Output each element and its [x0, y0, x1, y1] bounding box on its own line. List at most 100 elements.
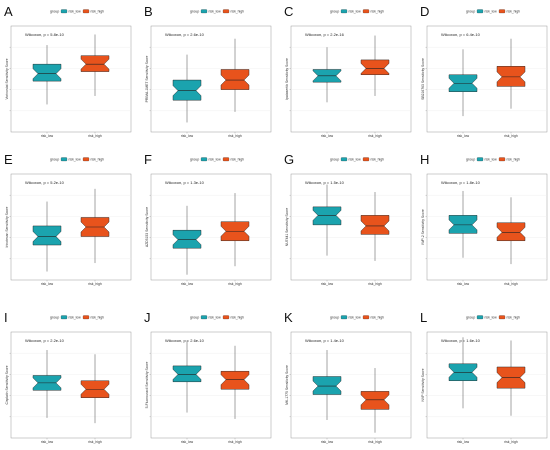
legend-title: group: [330, 10, 339, 14]
legend-key-risk_high: [362, 315, 370, 320]
x-tick-label: risk_low: [41, 282, 54, 286]
legend-title: group: [50, 316, 59, 320]
legend-label: risk_high: [91, 10, 105, 14]
legend-label: risk_high: [371, 10, 385, 14]
boxplot-svg: group risk_low risk_high AZD5153 Sensitivit…: [145, 157, 272, 286]
box-risk_high: [80, 55, 110, 72]
x-tick-label: risk_high: [504, 134, 518, 138]
pvalue-annotation: Wilcoxon, p = 2.2e-10: [25, 338, 65, 343]
legend-key-risk_low: [340, 157, 348, 162]
pvalue-annotation: Wilcoxon, p = 1.3e-10: [165, 180, 205, 185]
boxplot-svg: group risk_low risk_high Irinotecan Sensiti…: [5, 157, 132, 286]
legend: group risk_low risk_high: [190, 9, 245, 14]
y-axis-label: Irinotecan Sensitivity Score: [5, 206, 9, 247]
plot-frame: [426, 173, 548, 281]
legend: group risk_low risk_high: [50, 315, 104, 320]
legend-key-risk_low: [200, 9, 208, 14]
pvalue-annotation: Wilcoxon, p = 6.4e-10: [441, 32, 481, 37]
legend-key-risk_high: [498, 315, 506, 320]
x-tick-label: risk_high: [368, 440, 382, 444]
legend-key-risk_high: [82, 9, 90, 14]
legend-key-risk_low: [340, 315, 348, 320]
box-risk_low: [312, 206, 342, 226]
legend-key-risk_high: [498, 9, 506, 14]
legend-title: group: [190, 316, 199, 320]
legend-label: risk_low: [69, 316, 82, 320]
y-axis-label: PRIMA-1MET Sensitivity Score: [145, 55, 149, 102]
legend-key-risk_low: [200, 157, 208, 162]
y-axis-label: IWP-2 Sensitivity Score: [421, 209, 425, 245]
x-tick-label: risk_high: [88, 282, 102, 286]
pvalue-annotation: Wilcoxon, p = 2.2e-16: [305, 32, 345, 37]
plot-frame: [426, 331, 548, 439]
legend-title: group: [466, 316, 475, 320]
legend-title: group: [330, 316, 339, 320]
panel-letter: B: [144, 4, 153, 19]
legend-key-risk_low: [60, 315, 68, 320]
x-tick-label: risk_high: [504, 282, 518, 286]
pvalue-annotation: Wilcoxon, p = 1.4e-10: [305, 338, 345, 343]
legend-key-risk_high: [222, 157, 230, 162]
legend-title: group: [50, 158, 59, 162]
panel-letter: I: [4, 310, 8, 325]
box-risk_low: [448, 215, 478, 234]
box-risk_low: [32, 225, 62, 246]
legend: group risk_low risk_high: [190, 315, 245, 320]
plot-frame: [150, 331, 272, 439]
pvalue-annotation: Wilcoxon, p = 2.6e-10: [165, 338, 205, 343]
x-tick-label: risk_low: [321, 440, 334, 444]
legend-label: risk_high: [231, 158, 245, 162]
y-axis-label: NU7441 Sensitivity Score: [285, 208, 289, 247]
legend-label: risk_low: [69, 10, 82, 14]
boxplot-svg: group risk_low risk_high IWP-2 Sensitivity …: [421, 157, 548, 286]
pvalue-annotation: Wilcoxon, p = 1.8e-10: [441, 180, 481, 185]
boxplot-svg: group risk_low risk_high Cisplatin Sensitiv…: [5, 315, 132, 444]
panel-letter: J: [144, 310, 151, 325]
panel-letter: E: [4, 152, 13, 167]
x-tick-label: risk_low: [181, 134, 194, 138]
y-axis-label: NVP Sensitivity Score: [421, 368, 425, 401]
legend: group risk_low risk_high: [50, 157, 104, 162]
legend: group risk_low risk_high: [330, 315, 384, 320]
boxplot-svg: group risk_low risk_high MK-1775 Sensitivit…: [285, 315, 412, 444]
x-tick-label: risk_low: [321, 282, 334, 286]
box-risk_low: [32, 63, 62, 82]
legend-label: risk_low: [349, 316, 362, 320]
plot-frame: [290, 331, 412, 439]
boxplot-svg: group risk_low risk_high 5-Fluorouracil Sen…: [145, 315, 272, 444]
legend-label: risk_low: [349, 10, 362, 14]
boxplot-svg: group risk_low risk_high SB216763 Sensitivi…: [421, 9, 548, 138]
boxplot-svg: group risk_low risk_high PRIMA-1MET Sensiti…: [145, 9, 272, 138]
legend-label: risk_high: [231, 10, 245, 14]
x-tick-label: risk_low: [181, 282, 194, 286]
panel-letter: D: [420, 4, 430, 19]
plot-frame: [290, 25, 412, 133]
legend: group risk_low risk_high: [50, 9, 105, 14]
pvalue-annotation: Wilcoxon, p = 5.2e-10: [25, 180, 65, 185]
y-axis-label: MK-1775 Sensitivity Score: [285, 365, 289, 405]
boxplot-svg: group risk_low risk_high Vorinostat Sensiti…: [5, 9, 132, 138]
plot-frame: [10, 173, 132, 281]
pvalue-annotation: Wilcoxon, p = 1.5e-10: [305, 180, 345, 185]
legend-key-risk_low: [476, 9, 484, 14]
legend-label: risk_high: [231, 316, 245, 320]
legend-key-risk_low: [200, 315, 208, 320]
legend-label: risk_high: [507, 158, 521, 162]
legend-key-risk_high: [498, 157, 506, 162]
legend: group risk_low risk_high: [330, 157, 384, 162]
panel-letter: C: [284, 4, 294, 19]
x-tick-label: risk_low: [321, 134, 334, 138]
x-tick-label: risk_low: [457, 134, 470, 138]
legend-title: group: [190, 10, 199, 14]
legend: group risk_low risk_high: [330, 9, 385, 14]
pvalue-annotation: Wilcoxon, p = 5.8e-10: [25, 32, 65, 37]
panel-letter: L: [420, 310, 428, 325]
